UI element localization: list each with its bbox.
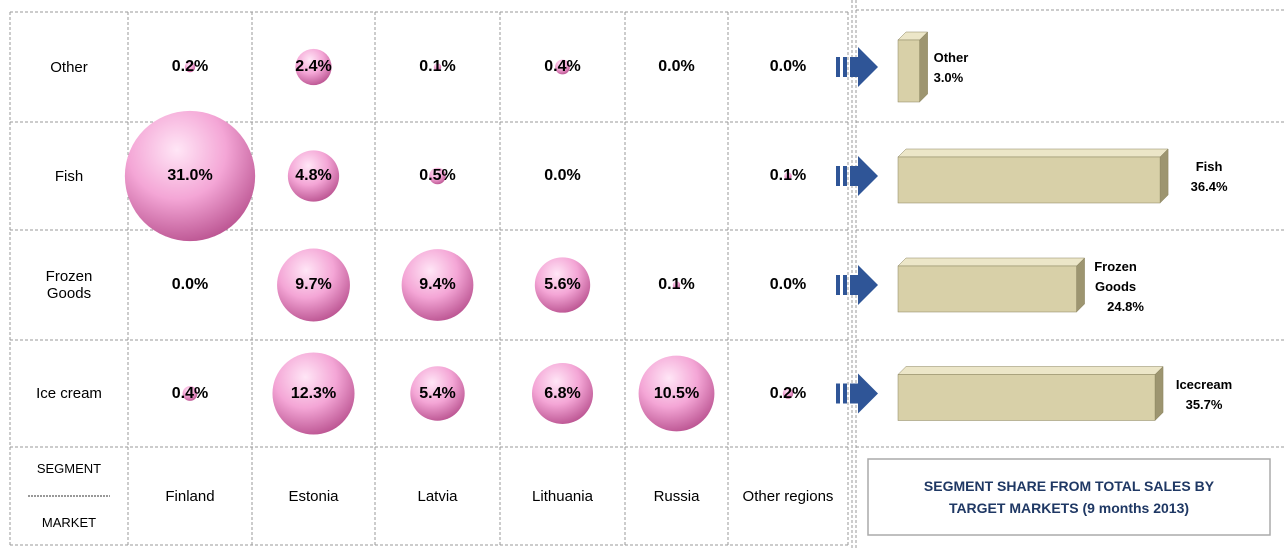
data-label: 0.1%: [728, 122, 848, 230]
row-header: SEGMENT: [10, 458, 128, 478]
data-label: 0.5%: [375, 122, 500, 230]
data-label: 4.8%: [252, 122, 375, 230]
data-label: 5.6%: [500, 230, 625, 340]
total-label: 3.0%: [934, 68, 1004, 88]
total-bar-top: [898, 149, 1168, 157]
total-label: 24.8%: [1091, 297, 1161, 317]
data-label: 2.4%: [252, 12, 375, 122]
total-bar: [898, 40, 920, 102]
total-bar-side: [1077, 258, 1085, 312]
data-label: 5.4%: [375, 340, 500, 447]
chart-title: SEGMENT SHARE FROM TOTAL SALES BY TARGET…: [868, 459, 1270, 535]
data-label: 9.4%: [375, 230, 500, 340]
data-label: 0.0%: [625, 12, 728, 122]
x-tick-label: Estonia: [252, 447, 375, 545]
total-bar: [898, 157, 1160, 203]
x-tick-label: Finland: [128, 447, 252, 545]
row-label: Fish: [30, 122, 108, 230]
data-label: 0.0%: [728, 230, 848, 340]
total-label: 35.7%: [1169, 395, 1239, 415]
data-label: 0.1%: [375, 12, 500, 122]
data-label: 0.2%: [728, 340, 848, 447]
data-label: 0.4%: [128, 340, 252, 447]
data-label: 0.4%: [500, 12, 625, 122]
row-label: Ice cream: [30, 340, 108, 447]
total-bar: [898, 266, 1077, 312]
data-label: 0.0%: [728, 12, 848, 122]
total-bar: [898, 375, 1155, 421]
total-bar-top: [898, 367, 1163, 375]
total-bar-side: [1155, 367, 1163, 421]
x-tick-label: Lithuania: [500, 447, 625, 545]
row-label: Other: [30, 12, 108, 122]
x-tick-label: Latvia: [375, 447, 500, 545]
data-label: 12.3%: [252, 340, 375, 447]
total-label: 36.4%: [1174, 177, 1244, 197]
data-label: 6.8%: [500, 340, 625, 447]
data-label: 0.1%: [625, 230, 728, 340]
chart: SEGMENT SHARE FROM TOTAL SALES BY TARGET…: [0, 0, 1284, 548]
x-tick-label: Other regions: [728, 447, 848, 545]
total-name: Frozen Goods: [1091, 257, 1141, 297]
col-header: MARKET: [10, 512, 128, 532]
x-tick-label: Russia: [625, 447, 728, 545]
row-label: Frozen Goods: [30, 230, 108, 340]
data-label: 0.0%: [128, 230, 252, 340]
data-label: 0.0%: [500, 122, 625, 230]
total-bar-top: [898, 258, 1085, 266]
total-bar-side: [1160, 149, 1168, 203]
total-name: Icecream: [1169, 375, 1239, 395]
data-label: 9.7%: [252, 230, 375, 340]
total-name: Other: [934, 48, 1004, 68]
total-name: Fish: [1174, 157, 1244, 177]
total-bar-side: [920, 32, 928, 102]
data-label: 31.0%: [128, 122, 252, 230]
data-label: 10.5%: [625, 340, 728, 447]
data-label: 0.2%: [128, 12, 252, 122]
